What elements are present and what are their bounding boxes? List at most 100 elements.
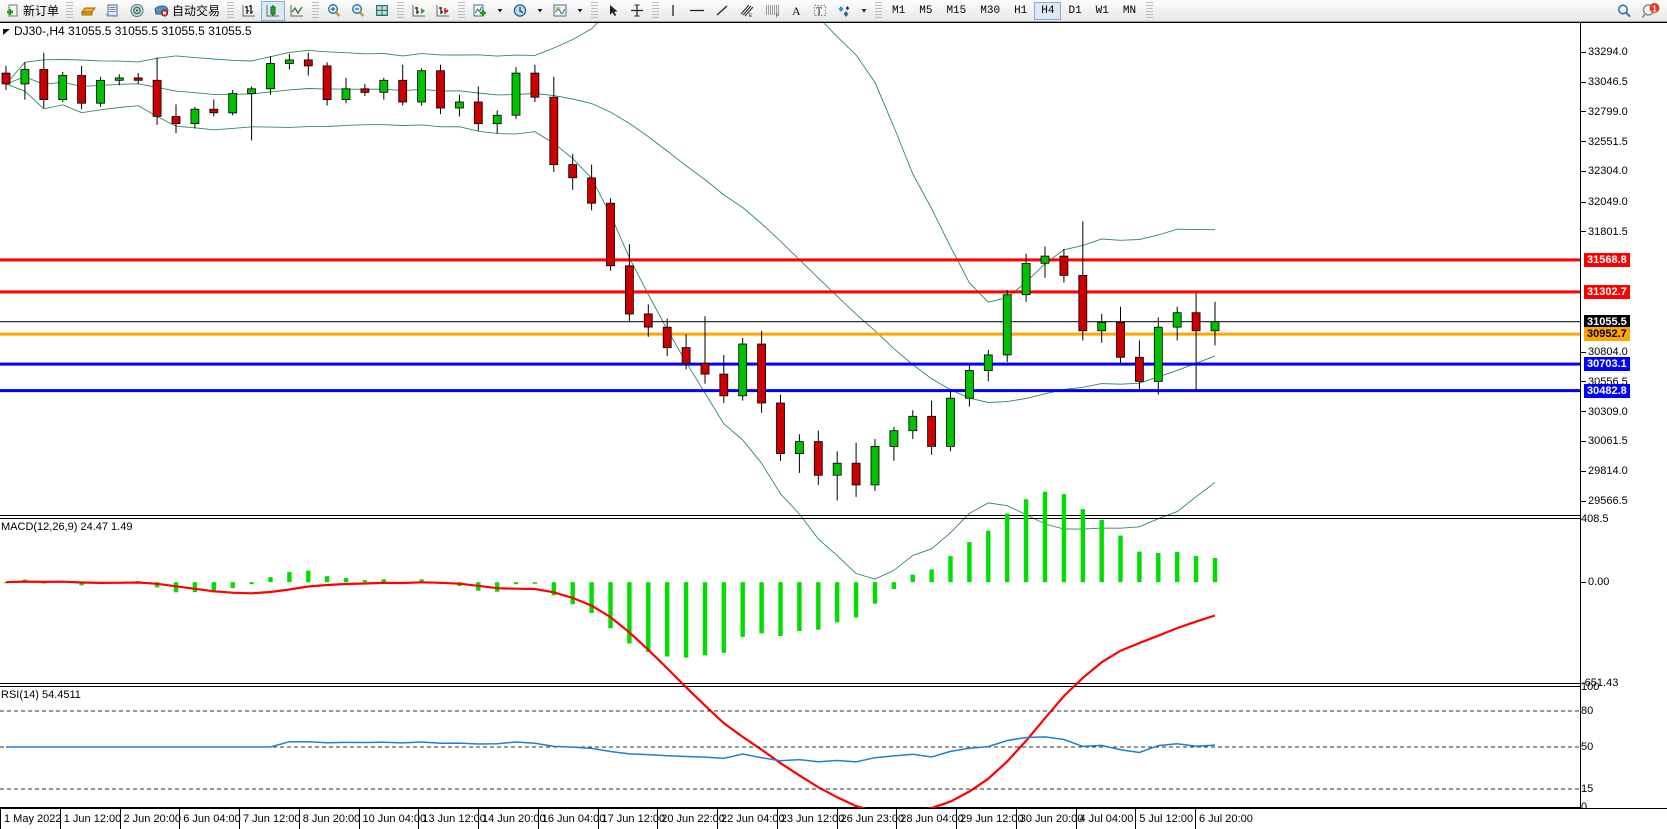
candle-body[interactable] bbox=[96, 79, 105, 104]
candle-body[interactable] bbox=[39, 69, 49, 101]
candle-body[interactable] bbox=[1021, 262, 1031, 296]
auto-trading-button[interactable]: 自动交易 bbox=[149, 1, 224, 21]
candle-body[interactable] bbox=[776, 402, 785, 454]
candle-body[interactable] bbox=[1210, 321, 1220, 332]
toolbar-grip-5[interactable] bbox=[458, 1, 466, 20]
candle-body[interactable] bbox=[1040, 255, 1050, 264]
horizontal-level-line-31302.7[interactable] bbox=[0, 290, 1580, 294]
candle-body[interactable] bbox=[530, 72, 540, 98]
candle-body[interactable] bbox=[58, 75, 68, 101]
timeframe-w1[interactable]: W1 bbox=[1095, 4, 1109, 17]
candle-body[interactable] bbox=[927, 415, 936, 447]
auto-scroll-button[interactable] bbox=[407, 1, 431, 21]
candle-body[interactable] bbox=[851, 462, 861, 486]
candle-body[interactable] bbox=[511, 72, 521, 116]
candle-body[interactable] bbox=[606, 202, 615, 267]
candle-body[interactable] bbox=[114, 77, 124, 81]
timeframe-d1[interactable]: D1 bbox=[1068, 4, 1082, 17]
toolbar-grip-8[interactable] bbox=[875, 1, 883, 20]
candle-body[interactable] bbox=[473, 101, 483, 125]
templates-button[interactable] bbox=[548, 1, 572, 21]
candle-body[interactable] bbox=[209, 108, 219, 114]
candle-body[interactable] bbox=[20, 69, 30, 85]
candle-body[interactable] bbox=[1191, 312, 1201, 332]
data-window-button[interactable] bbox=[101, 1, 125, 21]
horizontal-level-line-30952.7[interactable] bbox=[0, 332, 1580, 336]
candle-body[interactable] bbox=[946, 397, 955, 447]
toolbar-grip-2[interactable] bbox=[227, 1, 235, 20]
candle-body[interactable] bbox=[1078, 274, 1088, 332]
candle-body[interactable] bbox=[341, 88, 351, 101]
chart-window[interactable]: DJ30-,H4 31055.5 31055.5 31055.5 31055.5… bbox=[0, 22, 1667, 829]
templates-dropdown[interactable] bbox=[572, 1, 588, 21]
candle-body[interactable] bbox=[1135, 356, 1144, 382]
candle-body[interactable] bbox=[813, 441, 823, 476]
horizontal-line-button[interactable] bbox=[684, 1, 710, 21]
price-label-last-price[interactable]: 31055.5 bbox=[1584, 314, 1630, 329]
toolbar-grip-4[interactable] bbox=[397, 1, 405, 20]
candle-body[interactable] bbox=[322, 65, 332, 101]
zoom-in-button[interactable] bbox=[322, 1, 346, 21]
fibonacci-button[interactable]: F bbox=[760, 1, 786, 21]
zoom-out-button[interactable] bbox=[346, 1, 370, 21]
candle-body[interactable] bbox=[171, 116, 181, 125]
price-scale[interactable]: 33294.0 33046.5 32799.0 32551.5 32304.0 32049… bbox=[1580, 23, 1667, 813]
add-indicator-dropdown[interactable] bbox=[492, 1, 508, 21]
candle-body[interactable] bbox=[284, 59, 294, 64]
horizontal-level-line-30482.8[interactable] bbox=[0, 389, 1580, 393]
candle-body[interactable] bbox=[1059, 255, 1069, 276]
toolbar-grip-9[interactable] bbox=[1146, 1, 1154, 20]
candle-body[interactable] bbox=[965, 370, 974, 399]
candlestick-chart-button[interactable] bbox=[261, 0, 286, 21]
period-button[interactable] bbox=[508, 1, 532, 21]
chart-shift-button[interactable] bbox=[431, 1, 455, 21]
candle-body[interactable] bbox=[454, 101, 464, 109]
timeframe-h4[interactable]: H4 bbox=[1034, 1, 1062, 20]
candle-body[interactable] bbox=[757, 343, 766, 404]
chart-collapse-arrow-icon[interactable] bbox=[2, 27, 12, 37]
candle-body[interactable] bbox=[190, 108, 200, 124]
search-button[interactable] bbox=[1612, 1, 1637, 21]
candle-body[interactable] bbox=[700, 362, 710, 375]
candle-body[interactable] bbox=[795, 441, 804, 455]
navigator-button[interactable] bbox=[125, 1, 149, 21]
candle-body[interactable] bbox=[889, 430, 899, 447]
candle-body[interactable] bbox=[303, 59, 313, 67]
candle-body[interactable] bbox=[908, 415, 918, 432]
candle-body[interactable] bbox=[1153, 326, 1163, 382]
candle-body[interactable] bbox=[77, 75, 86, 104]
add-indicator-button[interactable] bbox=[468, 1, 492, 21]
candle-body[interactable] bbox=[719, 373, 729, 397]
chart-plot-area[interactable] bbox=[0, 23, 1580, 808]
shapes-dropdown[interactable] bbox=[856, 1, 872, 21]
price-label-resistance[interactable]: 31568.8 bbox=[1584, 252, 1630, 267]
candle-body[interactable] bbox=[436, 70, 445, 109]
candle-body[interactable] bbox=[568, 164, 578, 179]
text-label-button[interactable]: T bbox=[808, 1, 832, 21]
market-watch-button[interactable] bbox=[76, 1, 101, 21]
candle-body[interactable] bbox=[549, 96, 559, 165]
candle-body[interactable] bbox=[643, 313, 653, 328]
timeframe-m15[interactable]: M15 bbox=[946, 4, 967, 17]
candle-body[interactable] bbox=[360, 88, 370, 93]
candle-body[interactable] bbox=[983, 354, 993, 371]
line-chart-button[interactable] bbox=[285, 1, 309, 21]
timeframe-mn[interactable]: MN bbox=[1122, 4, 1137, 17]
horizontal-level-line-30703.1[interactable] bbox=[0, 362, 1580, 366]
equidistant-channel-button[interactable]: E bbox=[734, 1, 760, 21]
candle-body[interactable] bbox=[133, 77, 143, 81]
candle-body[interactable] bbox=[681, 347, 691, 364]
trendline-button[interactable] bbox=[710, 1, 734, 21]
candle-body[interactable] bbox=[492, 114, 502, 125]
candle-body[interactable] bbox=[587, 177, 596, 204]
candle-body[interactable] bbox=[832, 462, 842, 476]
candle-body[interactable] bbox=[228, 93, 238, 114]
cursor-button[interactable] bbox=[601, 1, 625, 21]
candle-body[interactable] bbox=[1116, 321, 1125, 358]
candle-body[interactable] bbox=[1, 72, 11, 85]
tile-windows-button[interactable] bbox=[370, 1, 394, 21]
toolbar-grip-6[interactable] bbox=[591, 1, 599, 20]
price-label-support[interactable]: 30703.1 bbox=[1584, 357, 1630, 372]
candle-body[interactable] bbox=[1097, 321, 1107, 332]
horizontal-level-line-31568.8[interactable] bbox=[0, 258, 1580, 262]
